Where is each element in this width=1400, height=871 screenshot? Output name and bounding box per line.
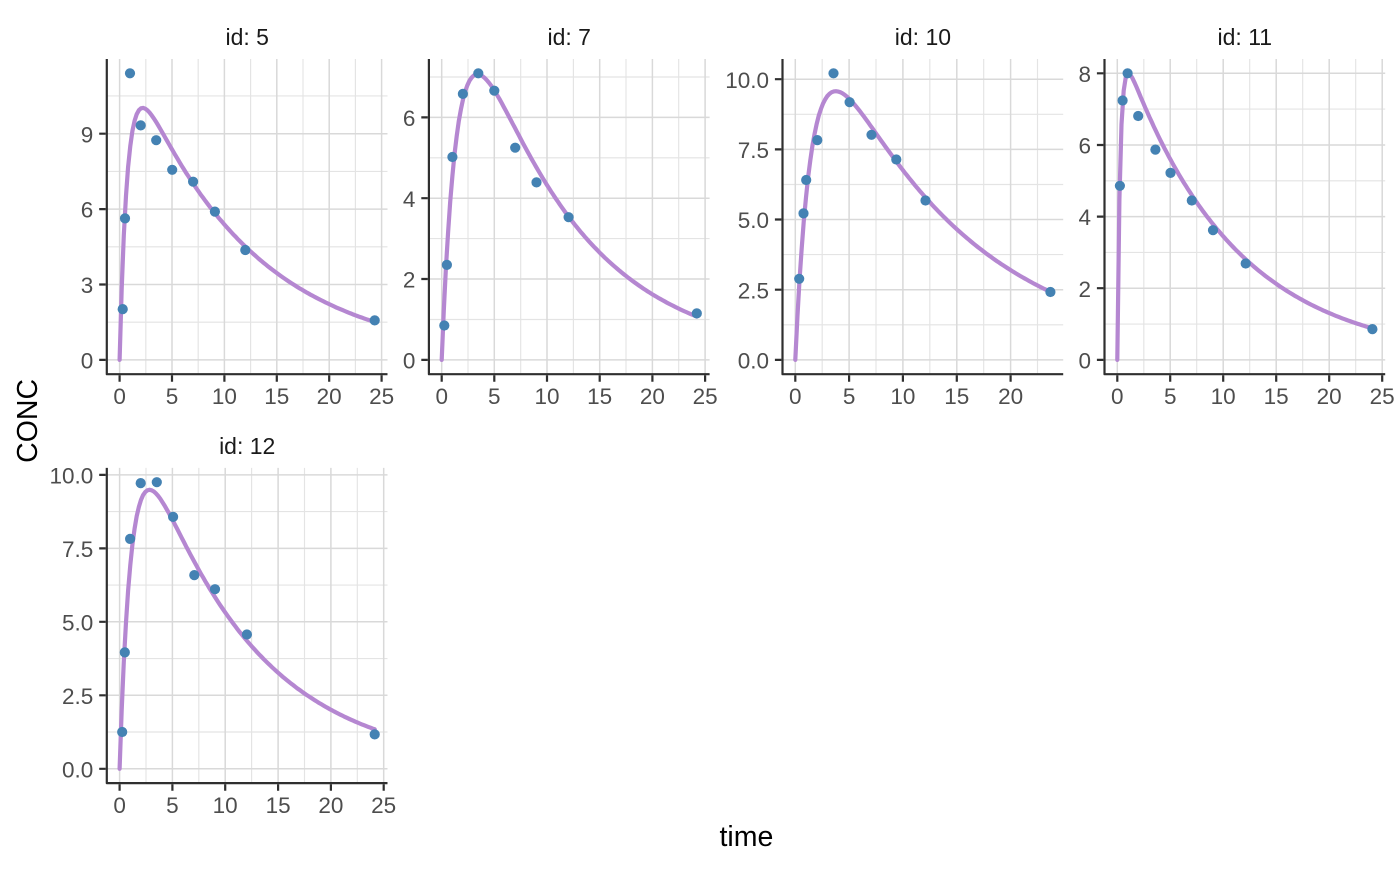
svg-text:4: 4 (403, 187, 416, 212)
svg-text:15: 15 (944, 384, 969, 409)
svg-text:25: 25 (693, 384, 718, 409)
svg-text:id: 11: id: 11 (1218, 24, 1273, 50)
svg-text:10: 10 (213, 793, 238, 818)
svg-text:10.0: 10.0 (725, 68, 769, 93)
svg-text:0: 0 (1111, 384, 1124, 409)
svg-text:0.0: 0.0 (62, 757, 93, 782)
svg-text:2: 2 (403, 268, 416, 293)
svg-text:CONC: CONC (12, 379, 44, 463)
svg-text:id: 7: id: 7 (547, 24, 590, 50)
svg-text:6: 6 (1078, 134, 1091, 159)
svg-text:0: 0 (113, 384, 126, 409)
svg-text:6: 6 (81, 198, 94, 223)
svg-text:10: 10 (890, 384, 915, 409)
svg-text:0: 0 (1078, 349, 1091, 374)
svg-text:10.0: 10.0 (50, 464, 94, 489)
svg-text:10: 10 (534, 384, 559, 409)
svg-text:2: 2 (1078, 277, 1091, 302)
svg-text:20: 20 (1317, 384, 1342, 409)
svg-text:20: 20 (640, 384, 665, 409)
svg-text:7.5: 7.5 (738, 138, 769, 163)
svg-text:6: 6 (403, 106, 416, 131)
svg-text:0: 0 (789, 384, 802, 409)
svg-text:2.5: 2.5 (738, 278, 769, 303)
svg-text:10: 10 (212, 384, 237, 409)
svg-text:5: 5 (488, 384, 501, 409)
svg-text:20: 20 (318, 793, 343, 818)
svg-text:9: 9 (81, 122, 94, 147)
svg-text:0: 0 (435, 384, 448, 409)
svg-text:20: 20 (998, 384, 1023, 409)
svg-text:time: time (719, 821, 773, 853)
svg-text:25: 25 (1370, 384, 1395, 409)
svg-text:5: 5 (1164, 384, 1177, 409)
svg-text:2.5: 2.5 (62, 684, 93, 709)
svg-text:5: 5 (166, 793, 179, 818)
svg-text:25: 25 (369, 384, 394, 409)
svg-text:15: 15 (1264, 384, 1289, 409)
svg-text:15: 15 (266, 793, 291, 818)
svg-text:5: 5 (166, 384, 179, 409)
svg-text:5.0: 5.0 (62, 610, 93, 635)
svg-text:0.0: 0.0 (738, 349, 769, 374)
svg-text:20: 20 (317, 384, 342, 409)
svg-text:15: 15 (264, 384, 289, 409)
svg-text:5: 5 (843, 384, 856, 409)
svg-text:3: 3 (81, 273, 94, 298)
svg-text:15: 15 (587, 384, 612, 409)
svg-text:8: 8 (1078, 62, 1091, 87)
svg-text:0: 0 (113, 793, 126, 818)
svg-text:id: 12: id: 12 (219, 433, 275, 459)
svg-text:5.0: 5.0 (738, 208, 769, 233)
svg-text:id: 5: id: 5 (225, 24, 268, 50)
svg-text:7.5: 7.5 (62, 537, 93, 562)
svg-text:0: 0 (403, 349, 416, 374)
svg-text:0: 0 (81, 349, 94, 374)
svg-text:id: 10: id: 10 (895, 24, 951, 50)
svg-text:25: 25 (371, 793, 396, 818)
svg-text:10: 10 (1211, 384, 1236, 409)
svg-text:4: 4 (1078, 205, 1091, 230)
